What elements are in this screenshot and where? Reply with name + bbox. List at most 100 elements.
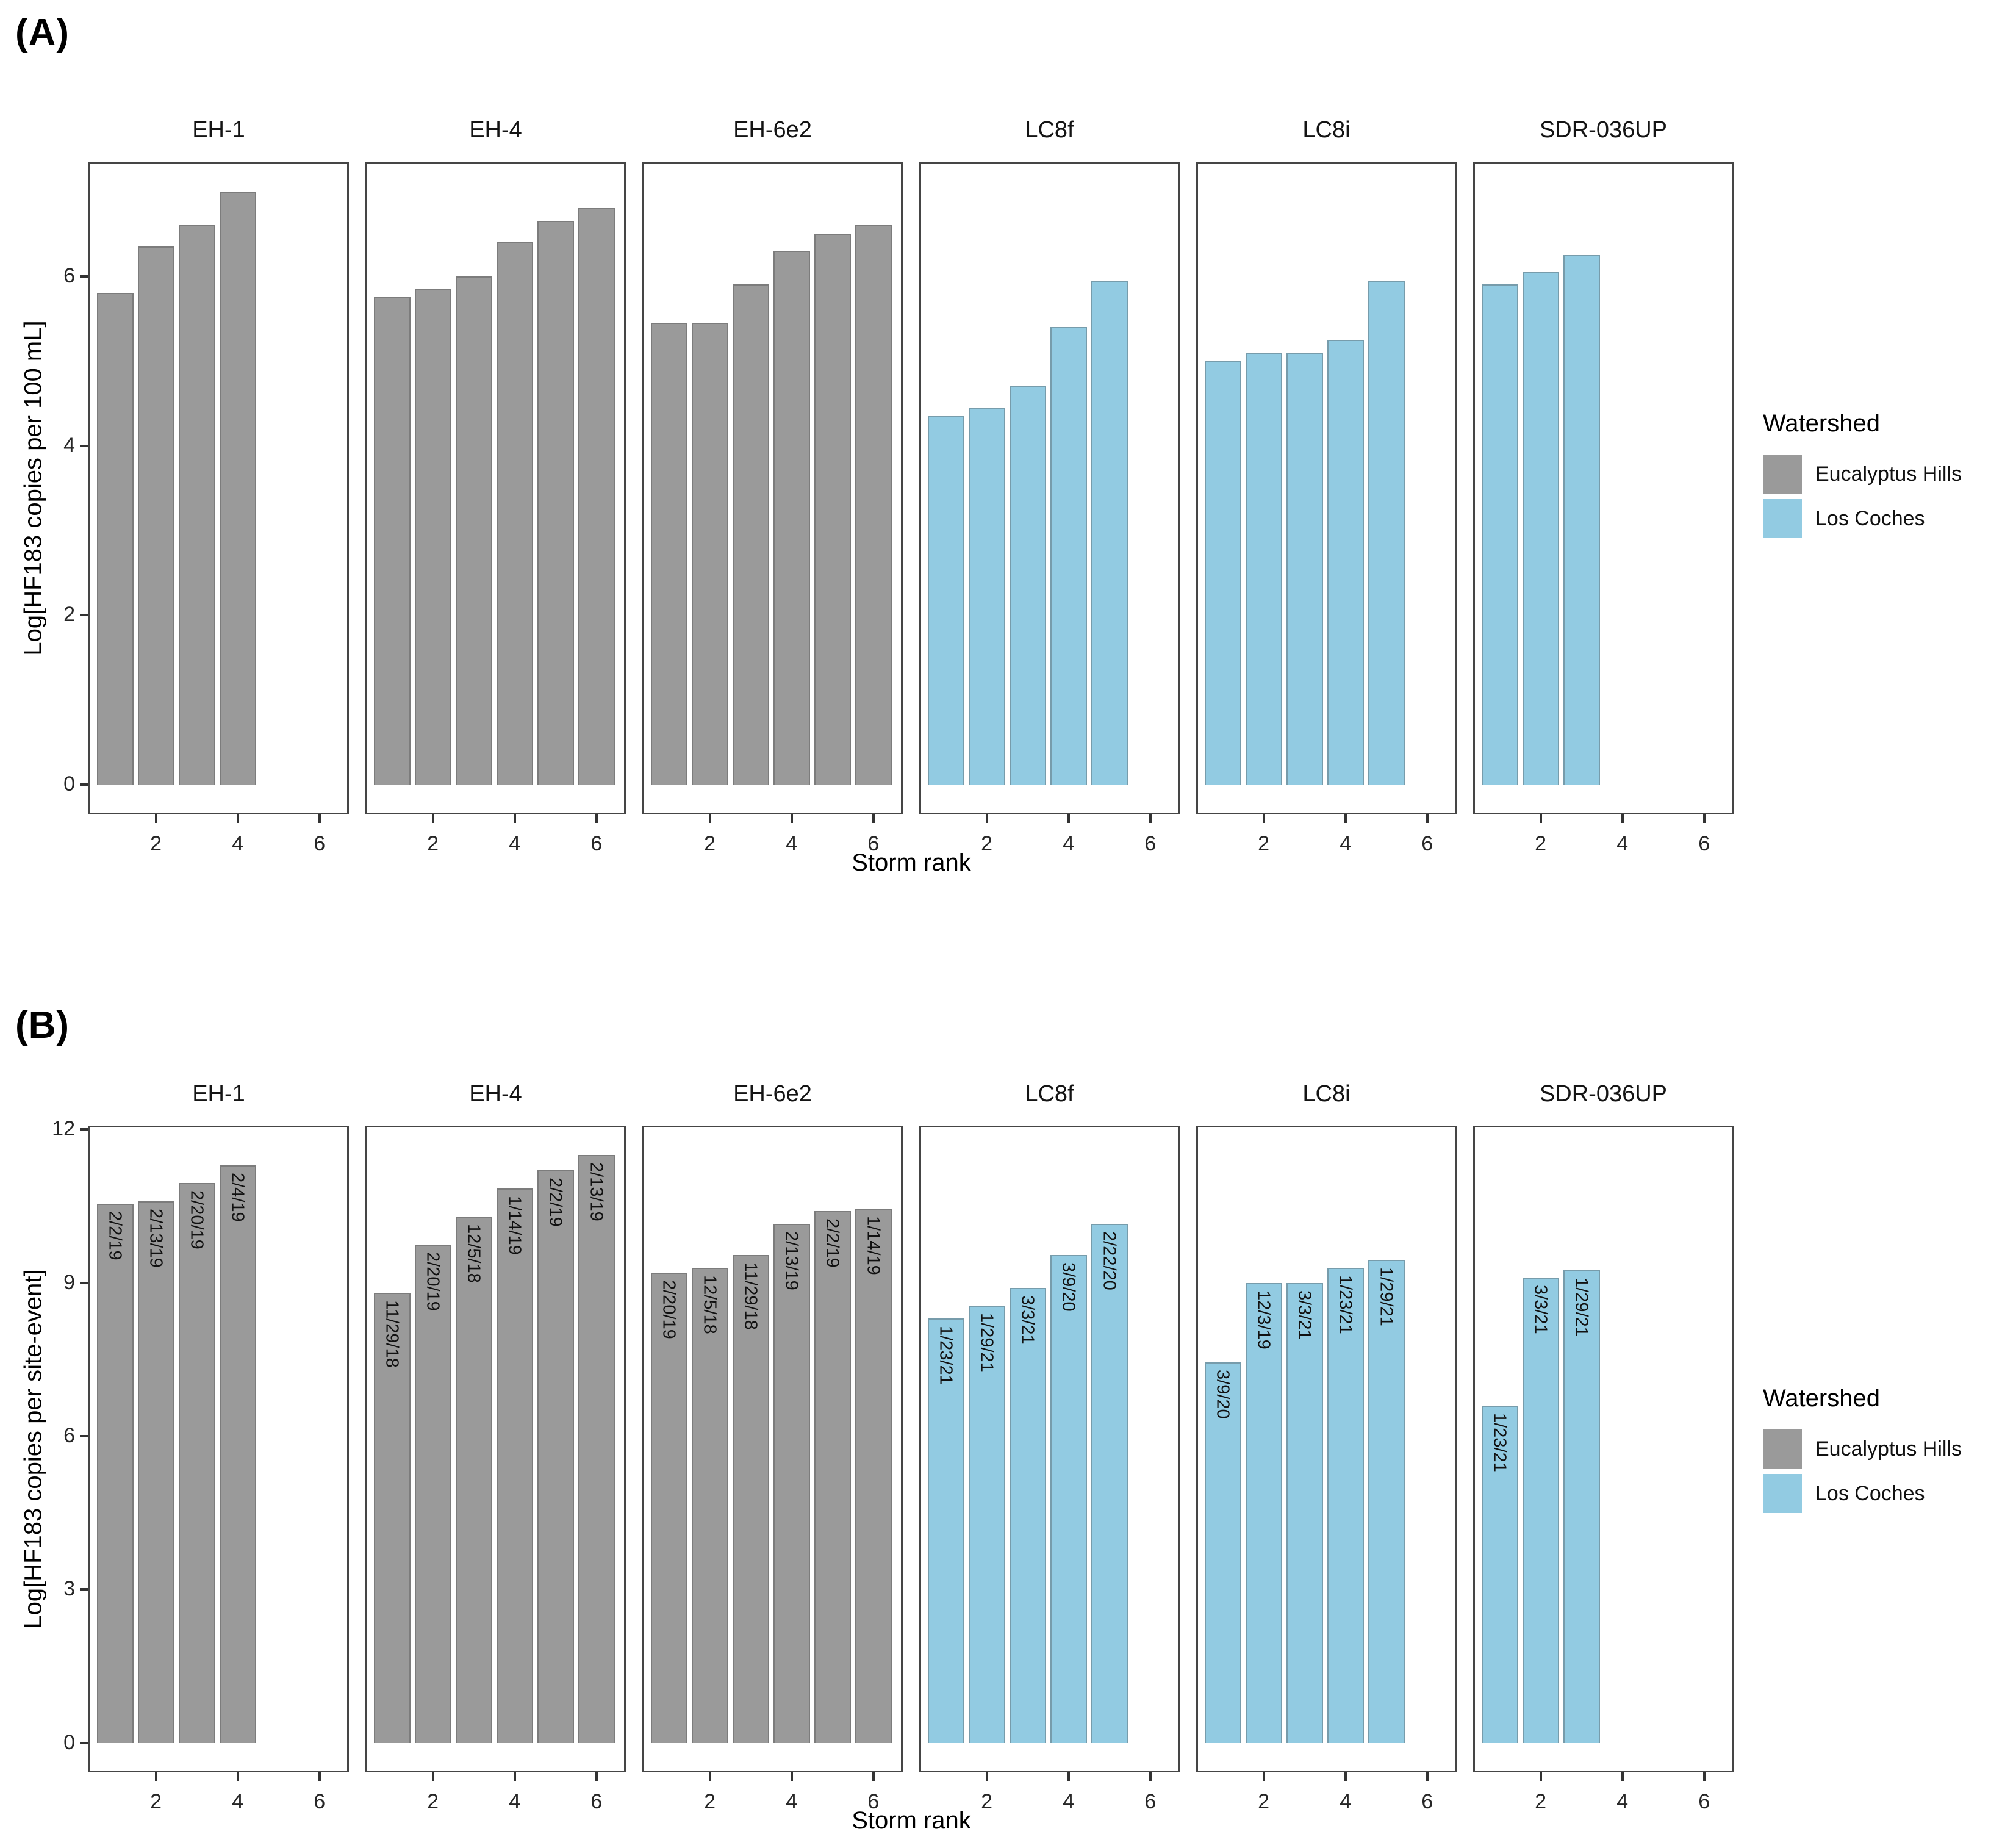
bar-date-label: 12/3/19 [1254, 1290, 1274, 1350]
bar-LC8f-rank-2 [968, 407, 1005, 785]
panel-a-x-axis-title: Storm rank [852, 849, 971, 876]
bar-EH-4-rank-4 [496, 1188, 533, 1743]
x-tick-label: 2 [981, 832, 993, 855]
bar-date-label: 11/29/18 [382, 1300, 402, 1368]
panel-b-y-axis-title: Log[HF183 copies per site-event] [20, 1269, 47, 1629]
bar-EH-6e2-rank-5 [814, 1211, 851, 1743]
panel-b-x-axis-title: Storm rank [852, 1807, 971, 1834]
bar-EH-4-rank-4 [496, 242, 533, 785]
bar-date-label: 1/29/21 [1376, 1267, 1396, 1326]
y-tick-mark [80, 1741, 88, 1744]
bar-EH-4-rank-1 [373, 297, 411, 785]
x-tick-label: 6 [1144, 832, 1157, 855]
bar-EH-6e2-rank-6 [855, 225, 892, 785]
x-tick-label: 2 [704, 832, 716, 855]
bar-LC8i-rank-3 [1286, 352, 1323, 785]
y-tick-label: 4 [63, 433, 75, 457]
bar-date-label: 2/2/19 [822, 1218, 842, 1268]
facet-title: EH-4 [469, 117, 522, 143]
bar-date-label: 1/23/21 [1335, 1275, 1355, 1334]
x-tick-mark [431, 814, 434, 823]
bar-EH-6e2-rank-3 [732, 284, 769, 785]
y-tick-mark [80, 1435, 88, 1438]
x-tick-label: 6 [1144, 1790, 1157, 1813]
x-tick-mark [154, 1772, 157, 1781]
bar-EH-6e2-rank-1 [650, 323, 687, 785]
x-tick-mark [154, 814, 157, 823]
y-tick-label: 3 [63, 1577, 75, 1601]
bar-EH-6e2-rank-4 [773, 250, 810, 785]
bar-date-label: 2/13/19 [146, 1208, 166, 1268]
x-tick-mark [1702, 814, 1706, 823]
bar-SDR-036UP-rank-2 [1522, 1278, 1559, 1743]
x-tick-mark [1262, 814, 1265, 823]
x-tick-label: 2 [150, 1790, 162, 1813]
legend-title: Watershed [1763, 410, 1880, 437]
bar-EH-6e2-rank-2 [691, 323, 728, 785]
bar-SDR-036UP-rank-1 [1481, 284, 1518, 785]
x-tick-mark [1149, 814, 1152, 823]
facet-title: LC8i [1302, 1081, 1351, 1107]
bar-date-label: 3/9/20 [1213, 1369, 1233, 1419]
x-tick-mark [318, 1772, 321, 1781]
bar-LC8f-rank-1 [927, 415, 964, 785]
facet-title: EH-6e2 [733, 1081, 812, 1107]
x-tick-mark [1344, 1772, 1347, 1781]
x-tick-label: 2 [1258, 1790, 1270, 1813]
bar-EH-6e2-rank-5 [814, 234, 851, 785]
bar-date-label: 1/29/21 [977, 1313, 997, 1373]
legend-label-los-coches: Los Coches [1815, 507, 1925, 530]
x-tick-mark [1539, 1772, 1542, 1781]
x-tick-mark [236, 1772, 239, 1781]
y-tick-mark [80, 1281, 88, 1284]
x-tick-label: 2 [150, 832, 162, 855]
x-tick-mark [1344, 814, 1347, 823]
bar-EH-1-rank-1 [96, 293, 134, 785]
x-tick-label: 2 [1535, 832, 1547, 855]
x-tick-label: 6 [1698, 1790, 1710, 1813]
x-tick-label: 4 [786, 1790, 798, 1813]
bar-LC8i-rank-2 [1245, 352, 1282, 785]
x-tick-mark [1539, 814, 1542, 823]
x-tick-mark [790, 814, 793, 823]
x-tick-mark [595, 1772, 598, 1781]
bar-date-label: 3/3/21 [1530, 1285, 1551, 1334]
x-tick-label: 6 [590, 832, 603, 855]
legend-swatch-los-coches [1763, 1474, 1802, 1513]
bar-LC8i-rank-3 [1286, 1282, 1323, 1743]
x-tick-label: 4 [232, 832, 244, 855]
x-tick-label: 4 [1616, 1790, 1629, 1813]
legend-swatch-eucalyptus-hills [1763, 1429, 1802, 1469]
bar-EH-4-rank-5 [537, 1170, 574, 1743]
panel-b-tag: (B) [15, 1004, 70, 1046]
y-tick-label: 6 [63, 1424, 75, 1448]
bar-SDR-036UP-rank-2 [1522, 271, 1559, 785]
x-tick-mark [431, 1772, 434, 1781]
bar-LC8i-rank-5 [1368, 1259, 1405, 1743]
y-tick-mark [80, 1588, 88, 1591]
x-tick-mark [1067, 1772, 1070, 1781]
bar-EH-6e2-rank-1 [650, 1272, 687, 1743]
x-tick-label: 2 [427, 1790, 439, 1813]
x-tick-label: 4 [1340, 1790, 1352, 1813]
bar-LC8f-rank-1 [927, 1318, 964, 1743]
bar-EH-4-rank-2 [414, 289, 451, 785]
bar-LC8i-rank-4 [1327, 339, 1364, 785]
x-tick-mark [1621, 1772, 1624, 1781]
legend-label-eucalyptus-hills: Eucalyptus Hills [1815, 1437, 1962, 1461]
x-tick-label: 6 [590, 1790, 603, 1813]
x-tick-label: 4 [509, 832, 521, 855]
x-tick-label: 2 [981, 1790, 993, 1813]
x-tick-label: 6 [1421, 832, 1433, 855]
facet-title: LC8i [1302, 117, 1351, 143]
legend-label-eucalyptus-hills: Eucalyptus Hills [1815, 462, 1962, 486]
x-tick-mark [1262, 1772, 1265, 1781]
x-tick-mark [236, 814, 239, 823]
x-tick-label: 6 [1698, 832, 1710, 855]
bar-date-label: 2/13/19 [586, 1162, 606, 1221]
y-tick-mark [80, 614, 88, 617]
bar-EH-4-rank-2 [414, 1244, 451, 1743]
y-tick-label: 0 [63, 772, 75, 796]
x-tick-label: 4 [1340, 832, 1352, 855]
x-tick-label: 4 [1063, 832, 1075, 855]
